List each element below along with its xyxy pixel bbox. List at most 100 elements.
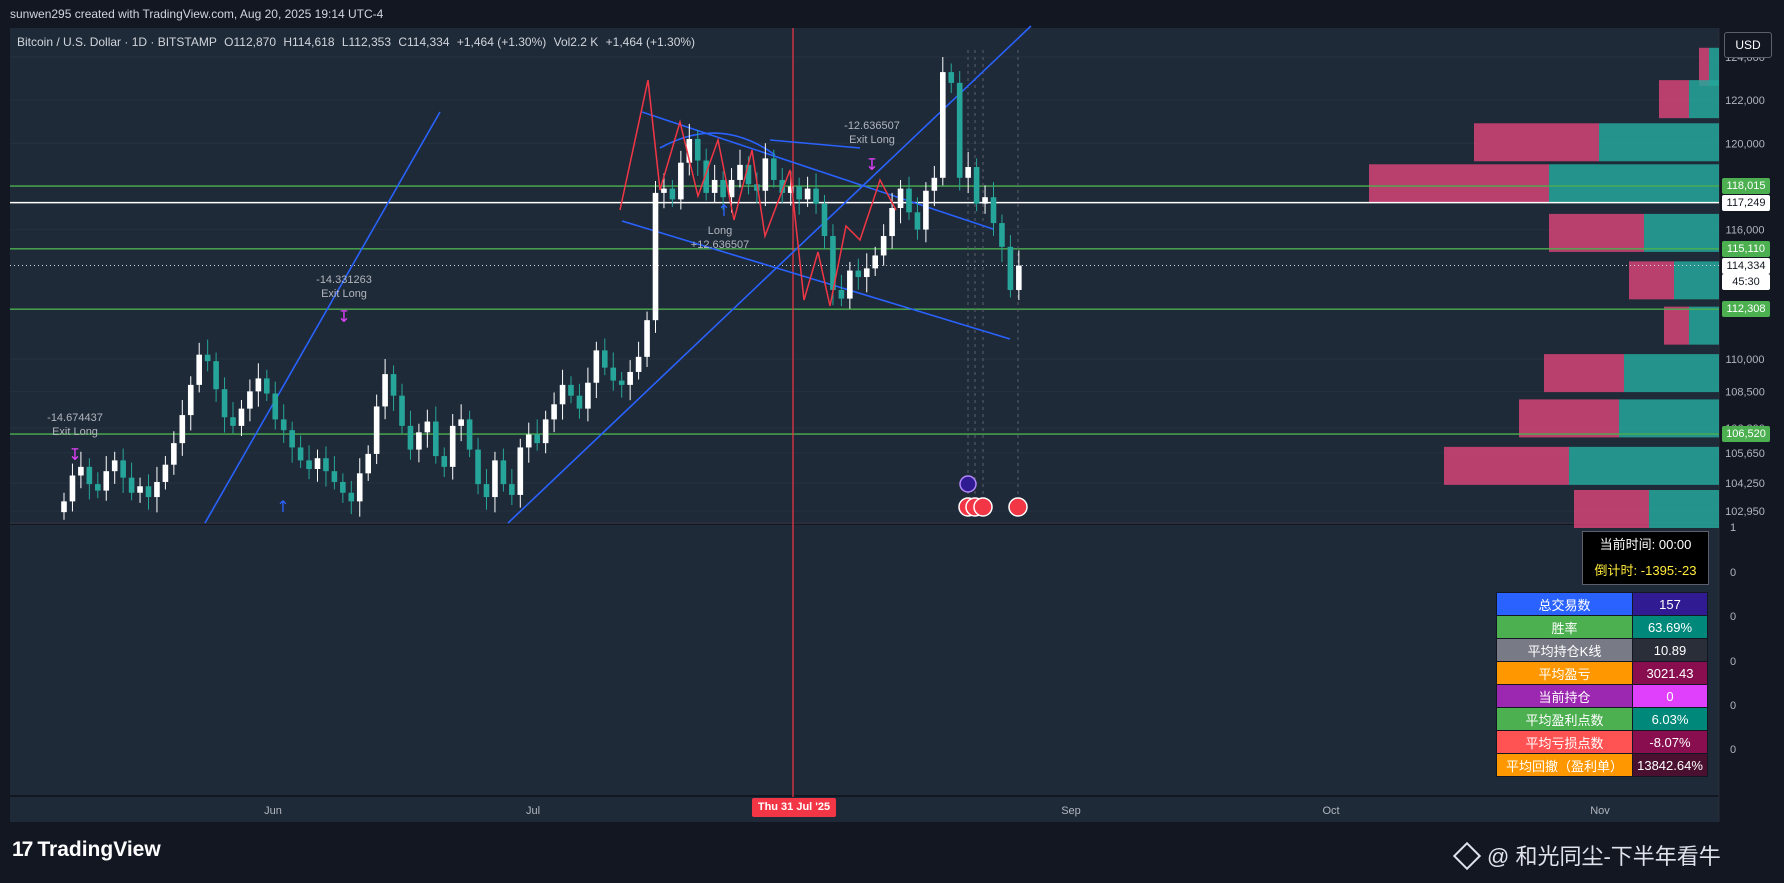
candle-body[interactable] xyxy=(644,320,650,357)
candle-body[interactable] xyxy=(804,188,811,200)
tradingview-logo[interactable]: 17 TradingView xyxy=(12,838,161,862)
zigzag-line[interactable] xyxy=(619,79,897,307)
candle-body[interactable] xyxy=(356,473,363,502)
candle-body[interactable] xyxy=(906,188,912,213)
candle-body[interactable] xyxy=(754,184,760,191)
candle-body[interactable] xyxy=(433,421,439,457)
candle-body[interactable] xyxy=(914,212,921,230)
candle-body[interactable] xyxy=(340,481,346,493)
candle-body[interactable] xyxy=(365,453,371,474)
candle-body[interactable] xyxy=(711,179,718,193)
candle-body[interactable] xyxy=(483,484,490,498)
candle-body[interactable] xyxy=(703,160,709,193)
currency-button[interactable]: USD xyxy=(1724,32,1772,58)
candle-body[interactable] xyxy=(128,477,135,493)
candle-body[interactable] xyxy=(247,391,253,409)
candle-body[interactable] xyxy=(475,449,481,485)
candle-body[interactable] xyxy=(154,481,160,498)
candle-body[interactable] xyxy=(390,374,397,396)
symbol-legend[interactable]: Bitcoin / U.S. Dollar · 1D · BITSTAMP O1… xyxy=(17,35,699,49)
candle-body[interactable] xyxy=(847,270,853,299)
trend-line[interactable] xyxy=(641,111,994,230)
candle-body[interactable] xyxy=(720,179,726,198)
candle-body[interactable] xyxy=(500,460,507,485)
candle-body[interactable] xyxy=(610,367,617,381)
candle-body[interactable] xyxy=(585,382,591,409)
candle-body[interactable] xyxy=(264,378,270,394)
candle-body[interactable] xyxy=(940,72,946,178)
candle-body[interactable] xyxy=(678,162,684,200)
lightning-event-icon[interactable] xyxy=(959,475,977,493)
candle-body[interactable] xyxy=(145,486,152,498)
candle-body[interactable] xyxy=(255,378,262,392)
candle-body[interactable] xyxy=(289,430,295,448)
candle-body[interactable] xyxy=(297,447,304,461)
candle-body[interactable] xyxy=(280,419,287,431)
candle-body[interactable] xyxy=(542,419,549,444)
candle-body[interactable] xyxy=(525,434,532,448)
candle-body[interactable] xyxy=(196,354,202,385)
candle-body[interactable] xyxy=(872,255,878,269)
trend-line[interactable] xyxy=(204,111,441,524)
candle-body[interactable] xyxy=(1007,246,1014,290)
candle-body[interactable] xyxy=(568,384,574,396)
candle-body[interactable] xyxy=(238,408,245,426)
trend-line[interactable] xyxy=(769,139,861,149)
candle-body[interactable] xyxy=(990,197,997,224)
candle-body[interactable] xyxy=(745,164,752,185)
candle-body[interactable] xyxy=(787,186,794,193)
candle-body[interactable] xyxy=(137,486,143,493)
candle-body[interactable] xyxy=(593,350,600,383)
candle-body[interactable] xyxy=(923,190,929,230)
candle-body[interactable] xyxy=(171,443,177,465)
candle-body[interactable] xyxy=(948,72,955,83)
candle-body[interactable] xyxy=(821,203,828,237)
candle-body[interactable] xyxy=(999,223,1005,247)
time-axis[interactable] xyxy=(10,797,1719,822)
candle-body[interactable] xyxy=(458,419,464,426)
candle-body[interactable] xyxy=(627,371,633,385)
candle-body[interactable] xyxy=(373,406,380,454)
candle-body[interactable] xyxy=(213,361,219,390)
candle-body[interactable] xyxy=(314,458,321,470)
candle-body[interactable] xyxy=(686,138,693,163)
candle-body[interactable] xyxy=(863,268,870,278)
candle-body[interactable] xyxy=(771,158,777,180)
event-flag-icon[interactable] xyxy=(973,497,993,517)
candle-body[interactable] xyxy=(551,404,557,420)
candle-body[interactable] xyxy=(86,466,93,485)
candle-body[interactable] xyxy=(120,460,126,478)
candle-body[interactable] xyxy=(399,395,405,426)
event-flag-icon[interactable] xyxy=(1008,497,1028,517)
candle-body[interactable] xyxy=(78,466,84,476)
candle-body[interactable] xyxy=(492,460,498,498)
candle-body[interactable] xyxy=(602,350,608,368)
candle-body[interactable] xyxy=(221,389,228,418)
candle-body[interactable] xyxy=(956,82,963,178)
candle-body[interactable] xyxy=(737,164,743,180)
trend-arc[interactable] xyxy=(659,132,776,156)
candle-body[interactable] xyxy=(111,460,118,472)
candle-body[interactable] xyxy=(880,236,887,256)
candle-body[interactable] xyxy=(838,289,845,299)
candle-body[interactable] xyxy=(466,419,473,450)
candle-body[interactable] xyxy=(230,417,236,426)
candle-body[interactable] xyxy=(61,501,67,513)
candle-body[interactable] xyxy=(635,356,642,372)
candle-body[interactable] xyxy=(652,192,659,321)
candle-body[interactable] xyxy=(796,186,802,200)
candle-body[interactable] xyxy=(331,471,338,482)
candle-body[interactable] xyxy=(830,236,836,290)
candle-body[interactable] xyxy=(306,460,312,470)
candle-body[interactable] xyxy=(618,380,625,385)
oscillator-pane[interactable] xyxy=(10,525,1719,795)
candle-body[interactable] xyxy=(424,421,431,433)
trend-line[interactable] xyxy=(621,220,1011,340)
candle-body[interactable] xyxy=(973,167,980,204)
candle-body[interactable] xyxy=(694,138,701,161)
symbol-name[interactable]: Bitcoin / U.S. Dollar · 1D · BITSTAMP xyxy=(17,35,217,49)
candle-body[interactable] xyxy=(1016,265,1022,290)
candle-body[interactable] xyxy=(95,484,101,491)
candle-body[interactable] xyxy=(728,179,735,198)
